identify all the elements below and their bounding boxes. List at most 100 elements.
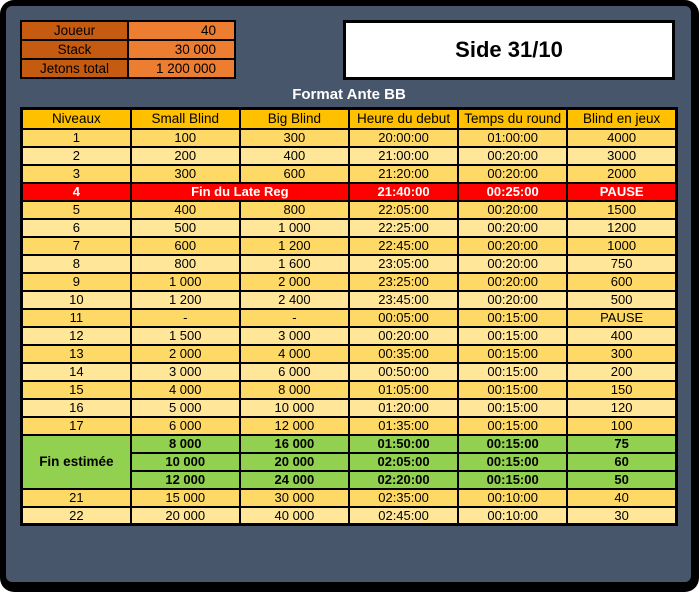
table-cell: 3 000 [129,361,241,382]
table-cell: 15 000 [129,487,241,508]
blind-structure-table: Niveaux Small Blind Big Blind Heure du d… [20,107,678,526]
table-cell: 00:20:00 [457,235,569,256]
table-cell: - [238,307,350,328]
table-cell: 00:15:00 [457,343,569,364]
level-cell: 11 [20,307,132,328]
table-cell: 00:20:00 [457,271,569,292]
table-cell: 00:15:00 [457,415,569,436]
info-row-stack: Stack 30 000 [20,39,236,60]
table-cell: 6 000 [129,415,241,436]
table-cell: 00:20:00 [457,217,569,238]
column-header-niveaux: Niveaux [20,107,132,130]
level-cell: 7 [20,235,132,256]
table-header: Niveaux Small Blind Big Blind Heure du d… [20,107,678,130]
estimated-end-label-cell: Fin estimée [20,433,132,490]
table-cell: 40 000 [238,505,350,526]
table-cell: 21:00:00 [347,145,460,166]
table-cell: 00:35:00 [347,343,460,364]
table-cell: 800 [238,199,350,220]
table-cell: 01:35:00 [347,415,460,436]
table-cell: 00:20:00 [457,145,569,166]
level-row: 1 100 300 20:00:00 01:00:00 4000 [20,127,678,148]
table-cell: 6 000 [238,361,350,382]
level-cell: 2 [20,145,132,166]
table-cell: 1000 [566,235,678,256]
tournament-title: Side 31/10 [455,37,563,62]
level-cell: 14 [20,361,132,382]
level-row: 5 400 800 22:05:00 00:20:00 1500 [20,199,678,220]
table-cell: 4 000 [238,343,350,364]
table-cell: 22:05:00 [347,199,460,220]
table-cell: 20 000 [238,451,350,472]
level-cell: 17 [20,415,132,436]
level-cell: 3 [20,163,132,184]
table-cell: 1 000 [129,271,241,292]
table-cell: 500 [129,217,241,238]
table-cell: 2000 [566,163,678,184]
table-cell: 10 000 [238,397,350,418]
table-cell: 8 000 [129,433,241,454]
table-cell: 00:20:00 [457,289,569,310]
table-cell: 00:25:00 [457,181,569,202]
info-row-joueur: Joueur 40 [20,20,236,41]
table-cell: 00:15:00 [457,307,569,328]
table-cell: 00:20:00 [347,325,460,346]
table-cell: 600 [566,271,678,292]
level-cell: 21 [20,487,132,508]
table-cell: 00:20:00 [457,253,569,274]
level-row: 21 15 000 30 000 02:35:00 00:10:00 40 [20,487,678,508]
column-header-big-blind: Big Blind [238,107,350,130]
table-cell: 23:25:00 [347,271,460,292]
table-cell: 12 000 [129,469,241,490]
level-cell: 12 [20,325,132,346]
table-cell: 2 400 [238,289,350,310]
level-row: 22 20 000 40 000 02:45:00 00:10:00 30 [20,505,678,526]
table-cell: 600 [129,235,241,256]
top-section: Joueur 40 Stack 30 000 Jetons total 1 20… [20,20,678,80]
table-cell: 1 600 [238,253,350,274]
table-cell: 20 000 [129,505,241,526]
table-cell: 00:15:00 [457,325,569,346]
table-cell: - [129,307,241,328]
table-cell: 00:15:00 [457,379,569,400]
table-cell: 40 [566,487,678,508]
table-cell: 16 000 [238,433,350,454]
table-cell: 01:00:00 [457,127,569,148]
table-cell: 1 200 [238,235,350,256]
table-cell: PAUSE [566,181,678,202]
table-cell: 02:05:00 [347,451,460,472]
table-cell: 00:50:00 [347,361,460,382]
table-cell: 1 000 [238,217,350,238]
level-row: 8 800 1 600 23:05:00 00:20:00 750 [20,253,678,274]
table-cell: 00:15:00 [457,469,569,490]
level-row: 3 300 600 21:20:00 00:20:00 2000 [20,163,678,184]
column-header-blind-en-jeux: Blind en jeux [566,107,678,130]
table-cell: 02:20:00 [347,469,460,490]
tournament-clock-panel: Joueur 40 Stack 30 000 Jetons total 1 20… [6,6,691,582]
table-cell: 00:15:00 [457,361,569,382]
table-cell: 100 [566,415,678,436]
tournament-title-box: Side 31/10 [343,20,675,80]
table-cell: 200 [129,145,241,166]
table-cell: 24 000 [238,469,350,490]
table-cell: 12 000 [238,415,350,436]
level-row: 15 4 000 8 000 01:05:00 00:15:00 150 [20,379,678,400]
format-label: Format Ante BB [292,86,406,103]
table-cell: 60 [566,451,678,472]
table-cell: 00:10:00 [457,505,569,526]
table-cell: 4000 [566,127,678,148]
level-row: 17 6 000 12 000 01:35:00 00:15:00 100 [20,415,678,436]
table-cell: 400 [129,199,241,220]
table-cell: 00:15:00 [457,433,569,454]
table-cell: 00:15:00 [457,451,569,472]
level-row: 12 1 500 3 000 00:20:00 00:15:00 400 [20,325,678,346]
table-cell: 120 [566,397,678,418]
info-value: 30 000 [127,39,236,60]
table-cell: 00:20:00 [457,163,569,184]
table-cell: 22:45:00 [347,235,460,256]
level-row: 10 1 200 2 400 23:45:00 00:20:00 500 [20,289,678,310]
table-cell: 30 000 [238,487,350,508]
table-cell: 3 000 [238,325,350,346]
level-cell: 10 [20,289,132,310]
